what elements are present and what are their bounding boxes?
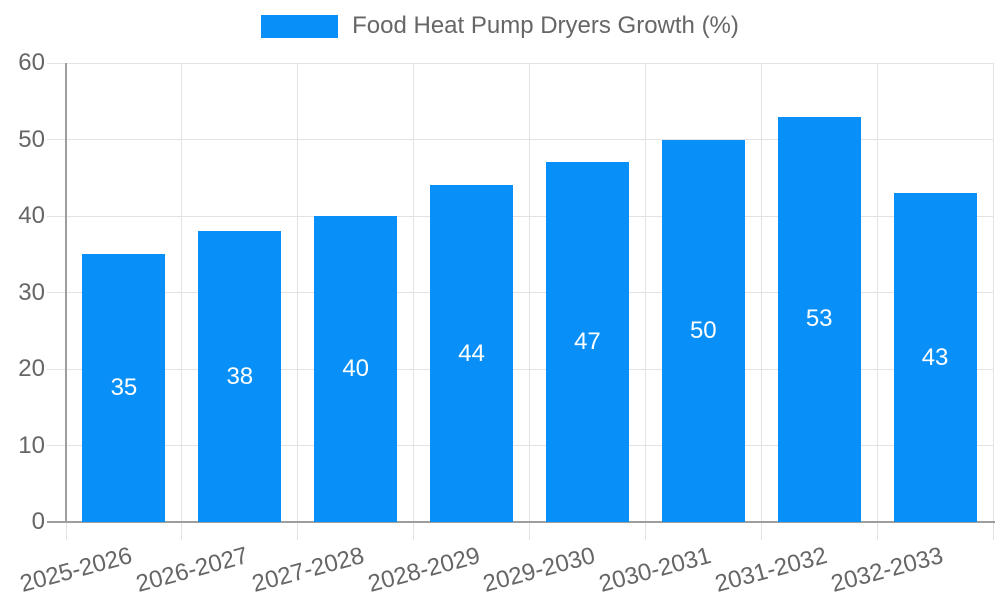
y-tick-label: 60 bbox=[18, 49, 45, 76]
tick-mark bbox=[181, 522, 183, 540]
tick-mark bbox=[413, 522, 415, 540]
y-tick-label: 20 bbox=[18, 355, 45, 382]
bar[interactable]: 43 bbox=[893, 193, 977, 522]
tick-mark bbox=[992, 522, 994, 540]
gridline-vertical bbox=[644, 63, 646, 522]
bar[interactable]: 50 bbox=[661, 139, 745, 522]
bar-value-label: 43 bbox=[921, 343, 949, 371]
bar-value-label: 38 bbox=[226, 362, 254, 390]
gridline-vertical bbox=[529, 63, 530, 522]
gridline-vertical bbox=[876, 63, 878, 522]
y-tick-label: 0 bbox=[31, 508, 45, 535]
tick-mark bbox=[760, 522, 762, 540]
y-tick-label: 50 bbox=[18, 125, 45, 153]
plot-area: 0 10 20 30 40 50 60 35 2025-2026 38 2026-2027 40 202… bbox=[17, 49, 995, 598]
tick-mark bbox=[47, 292, 66, 293]
gridline-vertical bbox=[413, 63, 415, 522]
gridline-vertical bbox=[297, 63, 299, 522]
legend: Food Heat Pump Dryers Growth (%) bbox=[0, 0, 1000, 52]
tick-mark bbox=[297, 522, 299, 540]
y-tick-label: 30 bbox=[18, 278, 45, 306]
gridline-vertical bbox=[992, 63, 994, 522]
tick-mark bbox=[47, 62, 66, 64]
y-axis-line bbox=[65, 63, 67, 522]
x-axis-line bbox=[47, 521, 995, 523]
tick-mark bbox=[47, 368, 66, 370]
bar-value-label: 50 bbox=[689, 316, 717, 344]
legend-swatch bbox=[261, 14, 339, 38]
bar[interactable]: 40 bbox=[314, 216, 398, 522]
tick-mark bbox=[876, 522, 878, 540]
y-tick-label: 40 bbox=[18, 202, 45, 229]
bar[interactable]: 38 bbox=[198, 231, 282, 522]
bar[interactable]: 53 bbox=[777, 116, 861, 522]
bar[interactable]: 47 bbox=[545, 162, 629, 522]
gridline-vertical bbox=[181, 63, 183, 522]
bar-value-label: 47 bbox=[574, 328, 601, 356]
tick-mark bbox=[65, 522, 67, 540]
tick-mark bbox=[529, 522, 530, 540]
bar-value-label: 44 bbox=[458, 339, 485, 367]
tick-mark bbox=[47, 139, 66, 140]
gridline-vertical bbox=[760, 63, 762, 522]
bar-value-label: 35 bbox=[110, 374, 138, 402]
x-tick-label: 2029-2030 bbox=[480, 542, 599, 598]
x-tick-label: 2028-2029 bbox=[364, 542, 483, 598]
x-tick-label: 2030-2031 bbox=[596, 542, 715, 598]
bar-value-label: 53 bbox=[805, 305, 833, 333]
legend-label: Food Heat Pump Dryers Growth (%) bbox=[352, 12, 739, 39]
tick-mark bbox=[644, 522, 646, 540]
bar-value-label: 40 bbox=[342, 355, 370, 382]
tick-mark bbox=[47, 445, 66, 446]
x-tick-label: 2025-2026 bbox=[17, 542, 135, 598]
x-tick-label: 2032-2033 bbox=[828, 542, 947, 598]
bar[interactable]: 35 bbox=[82, 254, 166, 522]
x-tick-label: 2031-2032 bbox=[712, 542, 831, 598]
bar[interactable]: 44 bbox=[430, 185, 514, 522]
y-tick-label: 10 bbox=[18, 431, 45, 459]
legend-item[interactable]: Food Heat Pump Dryers Growth (%) bbox=[261, 12, 739, 40]
x-tick-label: 2027-2028 bbox=[248, 542, 367, 598]
x-tick-label: 2026-2027 bbox=[132, 542, 251, 598]
tick-mark bbox=[47, 215, 66, 217]
